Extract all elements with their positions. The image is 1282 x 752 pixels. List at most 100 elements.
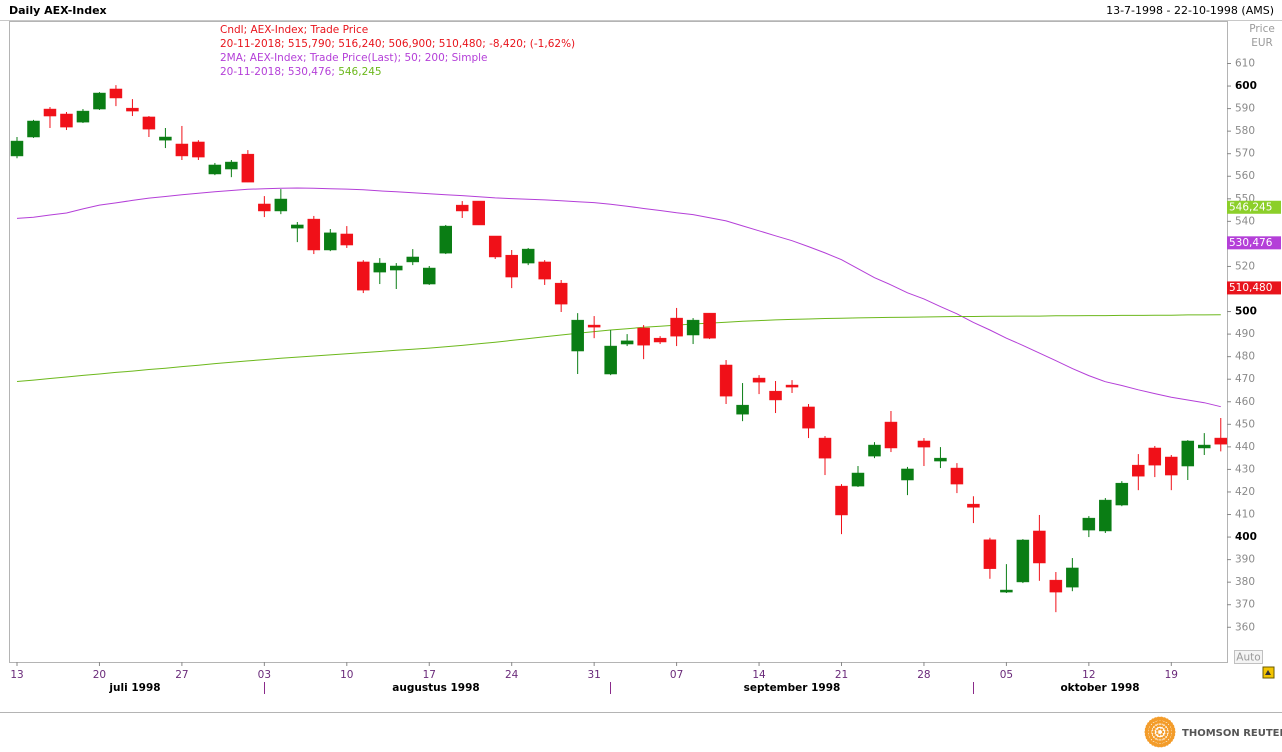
y-tick-label: 590	[1235, 103, 1255, 115]
candle-body	[93, 92, 106, 110]
candle-body	[324, 232, 337, 251]
logo-dot	[1156, 729, 1159, 732]
logo-dot	[1164, 733, 1168, 737]
legend-line: 20-11-2018; 515,790; 516,240; 506,900; 5…	[220, 38, 575, 50]
logo-dot	[1157, 736, 1161, 740]
logo-dot	[1154, 721, 1158, 725]
logo-dot	[1159, 743, 1164, 748]
logo-dot	[1159, 720, 1164, 724]
candle-body	[1049, 579, 1063, 593]
auto-button[interactable]	[1234, 650, 1263, 664]
x-tick-label: 31	[587, 669, 600, 681]
logo-dot	[1159, 736, 1163, 740]
candle-body	[884, 421, 898, 449]
logo-dot	[1148, 733, 1153, 737]
logo-dot	[1152, 727, 1156, 731]
candle-body	[488, 235, 502, 258]
candle-body	[241, 153, 255, 183]
candle-body	[653, 337, 667, 343]
x-tick-label: 28	[917, 669, 930, 681]
y-tick-label: 370	[1235, 599, 1255, 611]
y-tick-label: 400	[1235, 531, 1257, 543]
logo-dot	[1162, 725, 1166, 729]
x-tick-label: 20	[93, 669, 106, 681]
candle-body	[455, 204, 469, 212]
candle-body	[868, 444, 881, 457]
x-tick-label: 24	[505, 669, 519, 681]
candle-body	[1214, 437, 1228, 445]
candle-body	[1066, 567, 1079, 588]
candle-body	[785, 384, 799, 388]
x-tick-label: 10	[340, 669, 353, 681]
y-tick-label: 500	[1235, 306, 1257, 318]
y-tick-label: 420	[1235, 486, 1255, 498]
candle-body	[1082, 517, 1096, 531]
y-tick-label: 390	[1235, 554, 1255, 566]
y-tick-label: 410	[1235, 509, 1255, 521]
logo-dot	[1154, 725, 1158, 729]
candle-body	[620, 340, 634, 345]
logo-dot	[1156, 720, 1161, 724]
logo-dot	[1164, 727, 1168, 731]
candle-body	[175, 143, 189, 157]
x-tick-label: 05	[1000, 669, 1013, 681]
y-tick-label: 580	[1235, 125, 1255, 137]
logo-dot	[1162, 735, 1166, 739]
candle-body	[1000, 589, 1013, 593]
x-tick-label: 17	[423, 669, 436, 681]
y-tick-label: 490	[1235, 328, 1255, 340]
logo-dot	[1167, 733, 1172, 737]
y-tick-label: 440	[1235, 441, 1255, 453]
auto-button-label[interactable]: Auto	[1236, 652, 1260, 664]
corner-icon[interactable]	[1262, 666, 1275, 679]
candle-body	[43, 108, 57, 117]
legend-text: 20-11-2018; 515,790; 516,240; 506,900; 5…	[220, 38, 575, 50]
brand-logo	[1144, 716, 1176, 748]
x-tick-label: 19	[1165, 669, 1178, 681]
y-tick-label: 460	[1235, 396, 1255, 408]
y-tick-label: 610	[1235, 57, 1255, 69]
month-label: september 1998	[744, 682, 841, 694]
legend-line: 20-11-2018; 530,476; 546,245	[220, 66, 382, 78]
logo-dot	[1161, 730, 1165, 734]
candle-body	[950, 467, 964, 485]
candle-body	[917, 440, 931, 448]
y-tick-label: 600	[1235, 80, 1257, 92]
candle-body	[967, 503, 980, 508]
logo-dot	[1171, 727, 1176, 732]
candle-body	[752, 377, 766, 383]
logo-dot	[1166, 724, 1171, 729]
candle-body	[851, 472, 865, 487]
logo-dot	[1156, 716, 1161, 721]
candle-body	[307, 218, 321, 251]
candle-body	[934, 457, 947, 462]
plot-frame	[9, 21, 1228, 663]
candle-body	[686, 319, 700, 336]
y-tick-label: 570	[1235, 148, 1255, 160]
last-value-label: 546,245	[1229, 201, 1272, 213]
candle-body	[390, 265, 403, 271]
logo-dot	[1159, 740, 1164, 744]
month-label: augustus 1998	[392, 682, 479, 694]
date-range: 13-7-1998 - 22-10-1998 (AMS)	[1106, 4, 1274, 17]
y-tick-label: 480	[1235, 351, 1255, 363]
last-value-label: 530,476	[1229, 237, 1273, 249]
month-label: juli 1998	[108, 682, 160, 694]
legend-line: 2MA; AEX-Index; Trade Price(Last); 50; 2…	[220, 52, 488, 64]
chart-title: Daily AEX-Index	[9, 4, 107, 17]
icon-glyph[interactable]	[1265, 670, 1271, 675]
candle-body	[736, 404, 749, 415]
candle-body	[10, 140, 24, 157]
candle-body	[373, 262, 387, 273]
candle-body	[291, 224, 304, 229]
logo-dot	[1160, 733, 1164, 736]
candle-body	[1165, 456, 1178, 476]
candle-body	[554, 282, 568, 305]
candle-body	[1181, 440, 1195, 467]
logo-dot	[1157, 724, 1161, 728]
candle-body	[670, 317, 683, 337]
x-tick-label: 12	[1082, 669, 1095, 681]
x-tick-label: 14	[752, 669, 766, 681]
